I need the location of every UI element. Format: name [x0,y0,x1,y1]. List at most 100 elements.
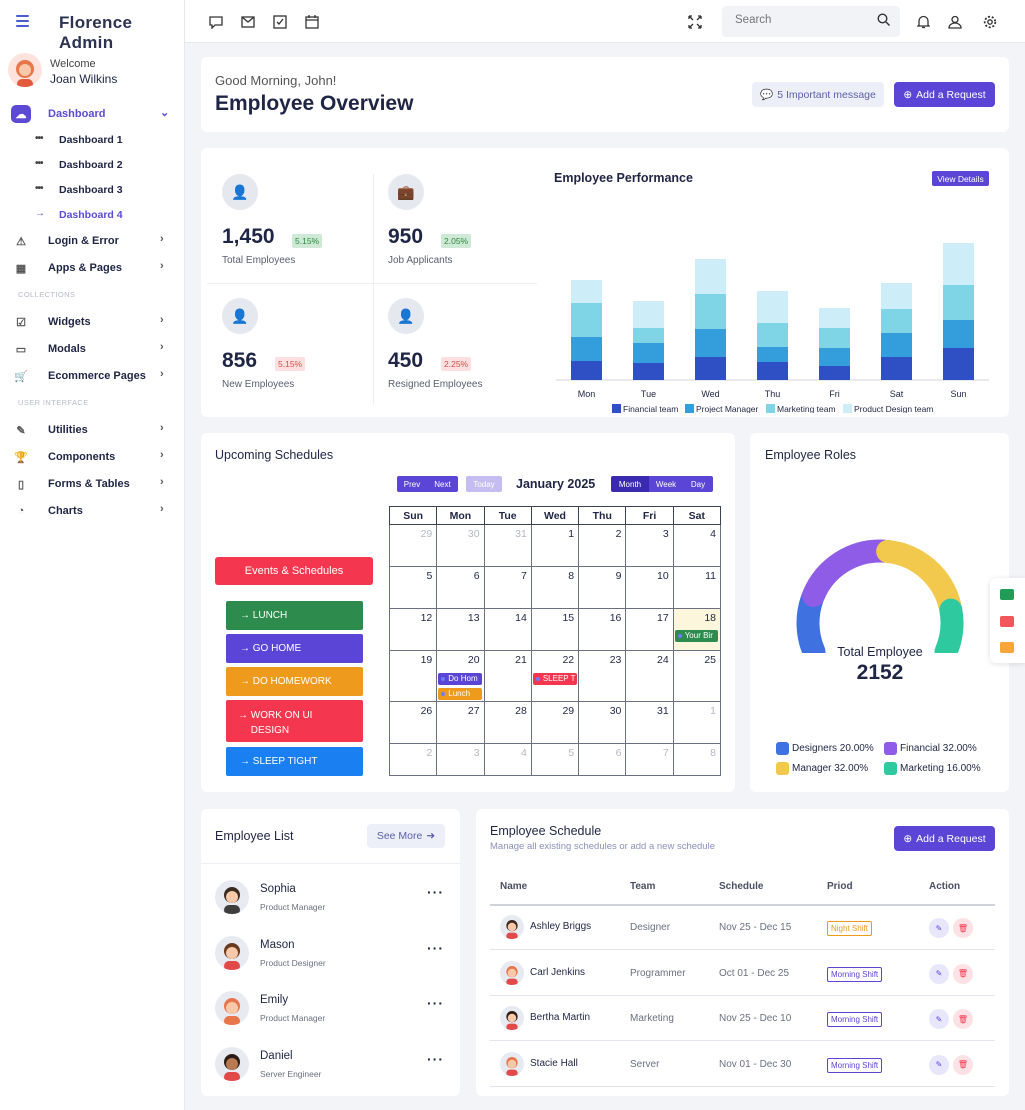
calendar-day-cell[interactable]: 8 [530,566,580,609]
event-homework[interactable]: → DO HOMEWORK [226,667,363,696]
sidebar-subitem-dashboard-1[interactable]: ••• Dashboard 1 [0,130,185,150]
bar-thu-3[interactable] [757,291,788,323]
bar-mon-0[interactable] [571,361,602,380]
bell-icon[interactable] [915,14,931,30]
calendar-day-cell[interactable]: 12 [388,608,438,651]
trash-icon[interactable]: 🗑 [953,1009,973,1029]
donut-slice-manager[interactable] [876,539,962,618]
money-icon[interactable] [1000,589,1014,600]
calendar-day-cell[interactable]: 23 [578,650,627,702]
calendar-day-cell[interactable]: 2 [388,743,438,776]
calendar-day-cell[interactable]: 4 [672,524,722,567]
more-options-icon[interactable]: ··· [427,1050,444,1067]
sidebar-item-charts[interactable]: ◔ Charts › [0,500,185,522]
calendar-day-cell[interactable]: 7 [625,743,674,776]
calendar-day-cell[interactable]: 4 [483,743,532,776]
calendar-day-cell[interactable]: 20 Do Hom Lunch [436,650,485,702]
event-work-ui[interactable]: → WORK ON UI DESIGN [226,700,363,742]
see-more-button[interactable]: See More ➜ [367,824,445,848]
bar-sun-1[interactable] [943,320,974,348]
calendar-day-cell[interactable]: 10 [625,566,674,609]
calendar-day-cell[interactable]: 17 [625,608,674,651]
chat-icon[interactable] [208,14,224,30]
calendar-day-cell[interactable]: 3 [436,743,485,776]
sidebar-item-modals[interactable]: ▭ Modals › [0,338,185,360]
mail-icon[interactable] [240,14,256,30]
trash-icon[interactable]: 🗑 [953,963,973,984]
avatar[interactable] [8,53,42,87]
calendar-day-cell[interactable]: 21 [483,650,532,702]
sidebar-item-components[interactable]: 🏆 Components › [0,446,185,468]
user-icon[interactable] [947,14,963,30]
bar-fri-2[interactable] [819,328,850,348]
calendar-day-cell[interactable]: 5 [530,743,580,776]
event-lunch[interactable]: → LUNCH [226,601,363,630]
bar-fri-0[interactable] [819,366,850,380]
add-request-button[interactable]: ⊕ Add a Request [894,826,995,851]
gear-icon[interactable] [982,14,998,30]
calendar-day-cell[interactable]: 27 [436,701,485,744]
bar-sun-3[interactable] [943,243,974,285]
donut-slice-financial[interactable] [801,539,896,607]
calendar-day-cell[interactable]: 31 [625,701,674,744]
trash-icon[interactable]: 🗑 [953,918,973,938]
bar-thu-0[interactable] [757,362,788,380]
calendar-day-cell[interactable]: 16 [578,608,627,651]
image-icon[interactable] [1000,616,1014,627]
bar-tue-1[interactable] [633,343,664,363]
bar-sun-2[interactable] [943,285,974,320]
calendar-event[interactable]: Lunch [438,688,483,700]
calendar-day-cell[interactable]: 29 [530,701,580,744]
edit-icon[interactable]: ✎ [929,1054,949,1075]
fullscreen-icon[interactable] [687,14,703,30]
calendar-day-cell[interactable]: 2 [578,524,627,567]
calendar-icon[interactable] [304,14,320,30]
calendar-day-cell[interactable]: 30 [436,524,485,567]
bar-thu-2[interactable] [757,323,788,347]
bar-sat-3[interactable] [881,283,912,309]
menu-icon[interactable] [16,15,29,30]
bar-wed-0[interactable] [695,357,726,380]
bar-sun-0[interactable] [943,348,974,380]
calendar-week-view-button[interactable]: Week [649,476,683,492]
bar-tue-0[interactable] [633,363,664,380]
bar-fri-1[interactable] [819,348,850,366]
bar-tue-2[interactable] [633,328,664,343]
calendar-day-cell[interactable]: 8 [672,743,722,776]
calendar-event[interactable]: SLEEP T [532,673,577,685]
event-go-home[interactable]: → GO HOME [226,634,363,663]
calendar-day-cell[interactable]: 3 [625,524,674,567]
sidebar-subitem-dashboard-2[interactable]: ••• Dashboard 2 [0,155,185,175]
task-icon[interactable] [272,14,288,30]
calendar-day-cell[interactable]: 29 [388,524,438,567]
sidebar-item-widgets[interactable]: ☑ Widgets › [0,311,185,333]
bar-sat-2[interactable] [881,309,912,333]
more-options-icon[interactable]: ··· [427,995,444,1011]
calendar-day-cell[interactable]: 31 [483,524,532,567]
calendar-day-cell[interactable]: 26 [388,701,438,744]
view-details-button[interactable]: View Details [932,171,989,186]
more-options-icon[interactable]: ··· [427,939,444,956]
calendar-day-cell[interactable]: 22 SLEEP T [530,650,580,702]
sidebar-item-forms-tables[interactable]: ▯ Forms & Tables › [0,473,185,495]
sidebar-item-apps-pages[interactable]: ▦ Apps & Pages › [0,257,185,279]
bar-mon-3[interactable] [571,280,602,303]
sidebar-item-dashboard[interactable]: ☁ Dashboard ⌄ [0,103,185,125]
search-icon[interactable] [877,13,890,29]
calendar-day-cell[interactable]: 14 [483,608,532,651]
bar-tue-3[interactable] [633,301,664,328]
bar-wed-1[interactable] [695,329,726,357]
calendar-event[interactable]: Do Hom [438,673,483,685]
bar-wed-3[interactable] [695,259,726,294]
add-request-button[interactable]: ⊕ Add a Request [894,82,995,107]
calendar-prev-button[interactable]: Prev [397,476,427,492]
edit-icon[interactable]: ✎ [929,963,949,984]
bar-fri-3[interactable] [819,308,850,328]
calendar-day-cell[interactable]: 18 Your Bir [672,608,722,651]
bar-thu-1[interactable] [757,347,788,362]
trash-icon[interactable]: 🗑 [953,1054,973,1075]
calendar-day-cell[interactable]: 24 [625,650,674,702]
bar-sat-0[interactable] [881,357,912,380]
calendar-day-cell[interactable]: 7 [483,566,532,609]
calendar-day-cell[interactable]: 19 [388,650,438,702]
